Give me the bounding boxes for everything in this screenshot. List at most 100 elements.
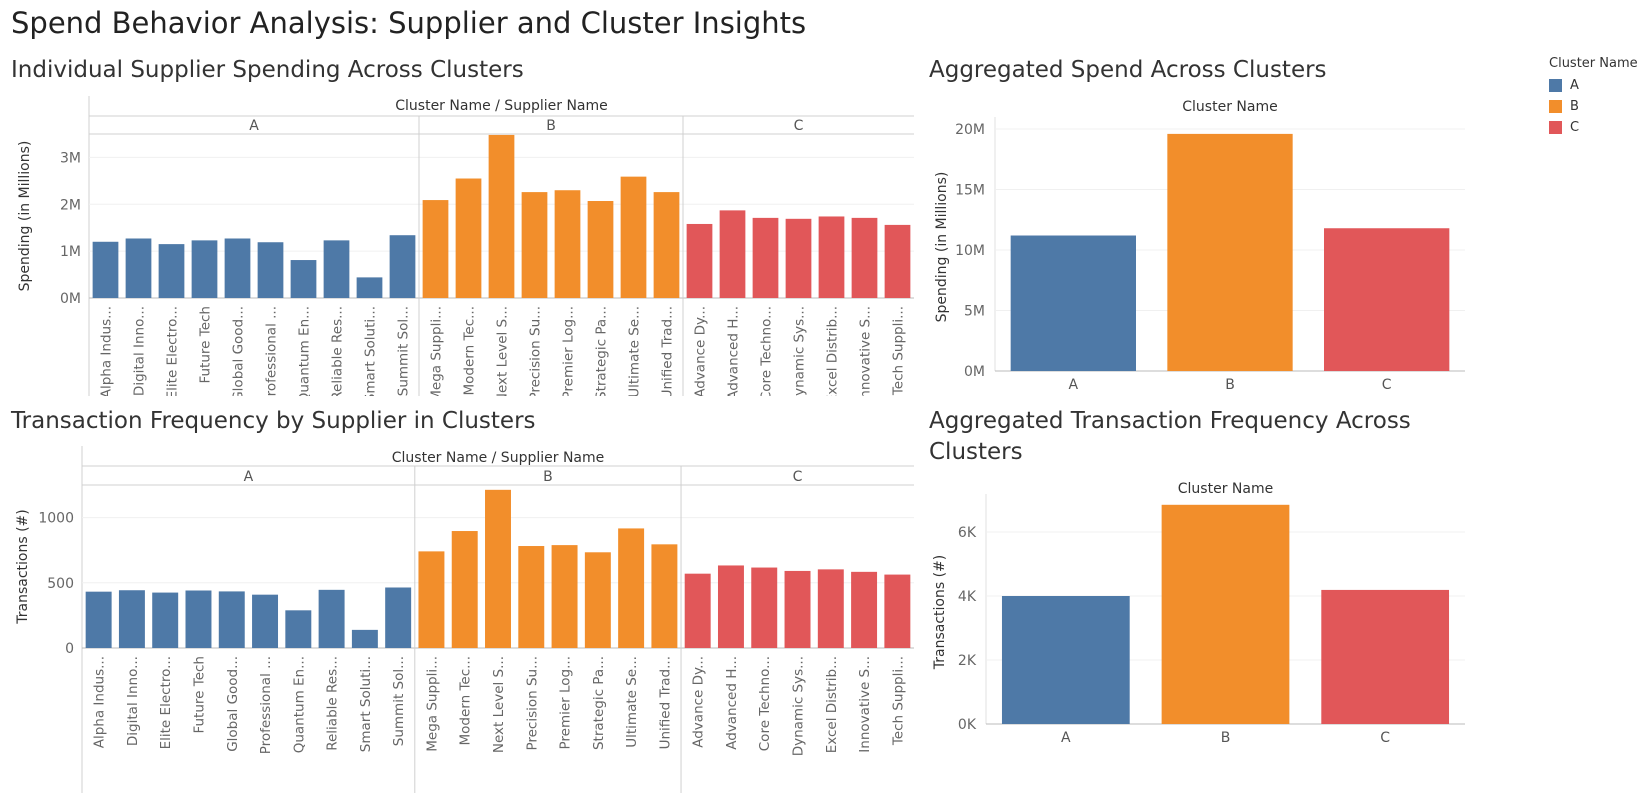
bar-a-alpha-indus[interactable] [85, 591, 112, 648]
bar-a-global-good[interactable] [224, 238, 251, 298]
cluster-header-a: A [249, 118, 259, 134]
bar-a-summit-sol[interactable] [385, 587, 412, 648]
bar-b-ultimate-se[interactable] [620, 176, 647, 298]
bar-b[interactable] [1167, 133, 1293, 371]
y-axis-label: Transactions (#) [15, 509, 31, 625]
legend-label-a: A [1570, 78, 1579, 93]
y-tick-label: 0K [958, 717, 977, 733]
supplier-transactions-chart[interactable]: Cluster Name / Supplier Name 0 500 1000 Tran… [0, 442, 920, 793]
bar-c-excel-distrib[interactable] [818, 216, 845, 298]
bar-c-advanced-h[interactable] [717, 565, 744, 648]
bar-b-precision-su[interactable] [518, 546, 545, 648]
bar-a-smart-soluti[interactable] [356, 277, 383, 298]
y-tick-label: 10M [955, 243, 985, 259]
x-tick-label: Precision Su... [528, 306, 544, 396]
legend-swatch-b [1549, 100, 1562, 113]
supplier-spend-title: Individual Supplier Spending Across Clus… [11, 57, 524, 83]
bar-a-quantum-en[interactable] [290, 260, 317, 298]
x-tick-label: Alpha Indus... [92, 656, 108, 748]
y-tick-label: 500 [47, 576, 74, 592]
bar-c-tech-suppli[interactable] [884, 224, 911, 298]
y-tick-label: 20M [955, 122, 985, 138]
x-tick-label: Modern Tec... [462, 306, 478, 396]
cluster-legend[interactable]: Cluster Name A B C [1549, 56, 1638, 138]
bar-a-alpha-indus[interactable] [92, 241, 119, 298]
bar-a-future-tech[interactable] [185, 590, 212, 648]
bar-c-dynamic-sys[interactable] [785, 218, 812, 298]
bar-c-excel-distrib[interactable] [817, 569, 844, 648]
legend-swatch-c [1549, 121, 1562, 134]
y-tick-label: 2K [958, 653, 977, 669]
x-tick-label: Next Level S... [491, 656, 507, 753]
x-tick-label: Smart Soluti... [363, 306, 379, 396]
y-tick-label: 3M [60, 150, 81, 166]
bar-b-ultimate-se[interactable] [618, 528, 645, 648]
cluster-header-c: C [794, 118, 804, 134]
legend-item-b[interactable]: B [1549, 96, 1638, 117]
bar-a-elite-electro[interactable] [158, 244, 185, 298]
y-tick-label: 1000 [38, 511, 74, 527]
bar-a[interactable] [1001, 596, 1130, 724]
x-tick-label: Premier Log... [558, 656, 574, 750]
aggregated-transactions-chart[interactable]: Cluster Name 0K 2K 4K 6K Transactions (#) A B C [920, 474, 1480, 793]
dashboard-title: Spend Behavior Analysis: Supplier and Cl… [11, 6, 807, 40]
bar-b-precision-su[interactable] [521, 192, 548, 298]
x-tick-label: Core Techno... [759, 306, 775, 396]
y-tick-label: 5M [964, 304, 985, 320]
bar-c-advance-dy[interactable] [684, 573, 711, 648]
bar-c-advance-dy[interactable] [686, 223, 713, 298]
x-tick-label: Global Good... [231, 306, 247, 396]
x-tick-label: Unified Trad... [660, 306, 676, 396]
bar-a-smart-soluti[interactable] [351, 629, 378, 648]
bar-c-dynamic-sys[interactable] [784, 570, 811, 648]
bar-b-modern-tec[interactable] [455, 178, 482, 298]
bar-c[interactable] [1324, 228, 1450, 371]
bar-c-innovative-s[interactable] [851, 217, 878, 298]
bar-a-summit-sol[interactable] [389, 235, 416, 298]
bar-a-professional[interactable] [257, 242, 284, 298]
bar-a-digital-inno[interactable] [125, 238, 152, 298]
bar-b-mega-suppli[interactable] [418, 551, 445, 648]
supplier-transactions-title: Transaction Frequency by Supplier in Clu… [11, 408, 536, 434]
x-tick-label: Dynamic Sys... [791, 656, 807, 756]
x-tick-label: Precision Su... [524, 656, 540, 751]
bar-b-next-level-s[interactable] [488, 134, 515, 298]
bar-c-tech-suppli[interactable] [884, 574, 911, 648]
bar-a-reliable-res[interactable] [318, 589, 345, 648]
bar-b[interactable] [1161, 504, 1290, 724]
bar-b-strategic-pa[interactable] [584, 552, 611, 648]
bar-b-modern-tec[interactable] [451, 531, 478, 648]
x-tick-label: Global Good... [225, 656, 241, 752]
bar-c-advanced-h[interactable] [719, 210, 746, 298]
bar-a[interactable] [1010, 235, 1136, 371]
bar-c-core-techno[interactable] [752, 217, 779, 298]
x-tick-label: Modern Tec... [458, 656, 474, 746]
bar-b-mega-suppli[interactable] [422, 200, 449, 298]
bar-a-global-good[interactable] [218, 591, 245, 648]
x-tick-label: Innovative S... [857, 656, 873, 753]
bar-a-professional[interactable] [252, 594, 279, 648]
bar-a-digital-inno[interactable] [118, 590, 145, 648]
bar-b-next-level-s[interactable] [485, 489, 511, 648]
bar-c-core-techno[interactable] [751, 567, 778, 648]
supplier-spend-chart[interactable]: Cluster Name / Supplier Name 0M 1M 2M 3M Spen… [0, 90, 920, 396]
bar-a-elite-electro[interactable] [152, 592, 179, 648]
bar-b-strategic-pa[interactable] [587, 201, 614, 298]
legend-item-c[interactable]: C [1549, 117, 1638, 138]
bar-b-premier-log[interactable] [554, 190, 581, 298]
bar-b-unified-trad[interactable] [651, 544, 678, 648]
column-header: Cluster Name / Supplier Name [392, 450, 605, 466]
bar-a-quantum-en[interactable] [285, 610, 312, 648]
bar-c-innovative-s[interactable] [851, 571, 878, 648]
bar-b-premier-log[interactable] [551, 545, 578, 648]
bar-a-future-tech[interactable] [191, 240, 218, 298]
column-header: Cluster Name [1182, 99, 1277, 115]
x-tick-label: A [1069, 377, 1079, 393]
x-tick-label: Summit Sol... [396, 306, 412, 396]
bar-b-unified-trad[interactable] [653, 192, 680, 298]
legend-item-a[interactable]: A [1549, 75, 1638, 96]
bar-a-reliable-res[interactable] [323, 240, 350, 298]
y-tick-label: 0M [964, 364, 985, 380]
aggregated-spend-chart[interactable]: Cluster Name 0M 5M 10M 15M 20M Spending (in Mi… [920, 90, 1480, 396]
bar-c[interactable] [1321, 589, 1450, 724]
